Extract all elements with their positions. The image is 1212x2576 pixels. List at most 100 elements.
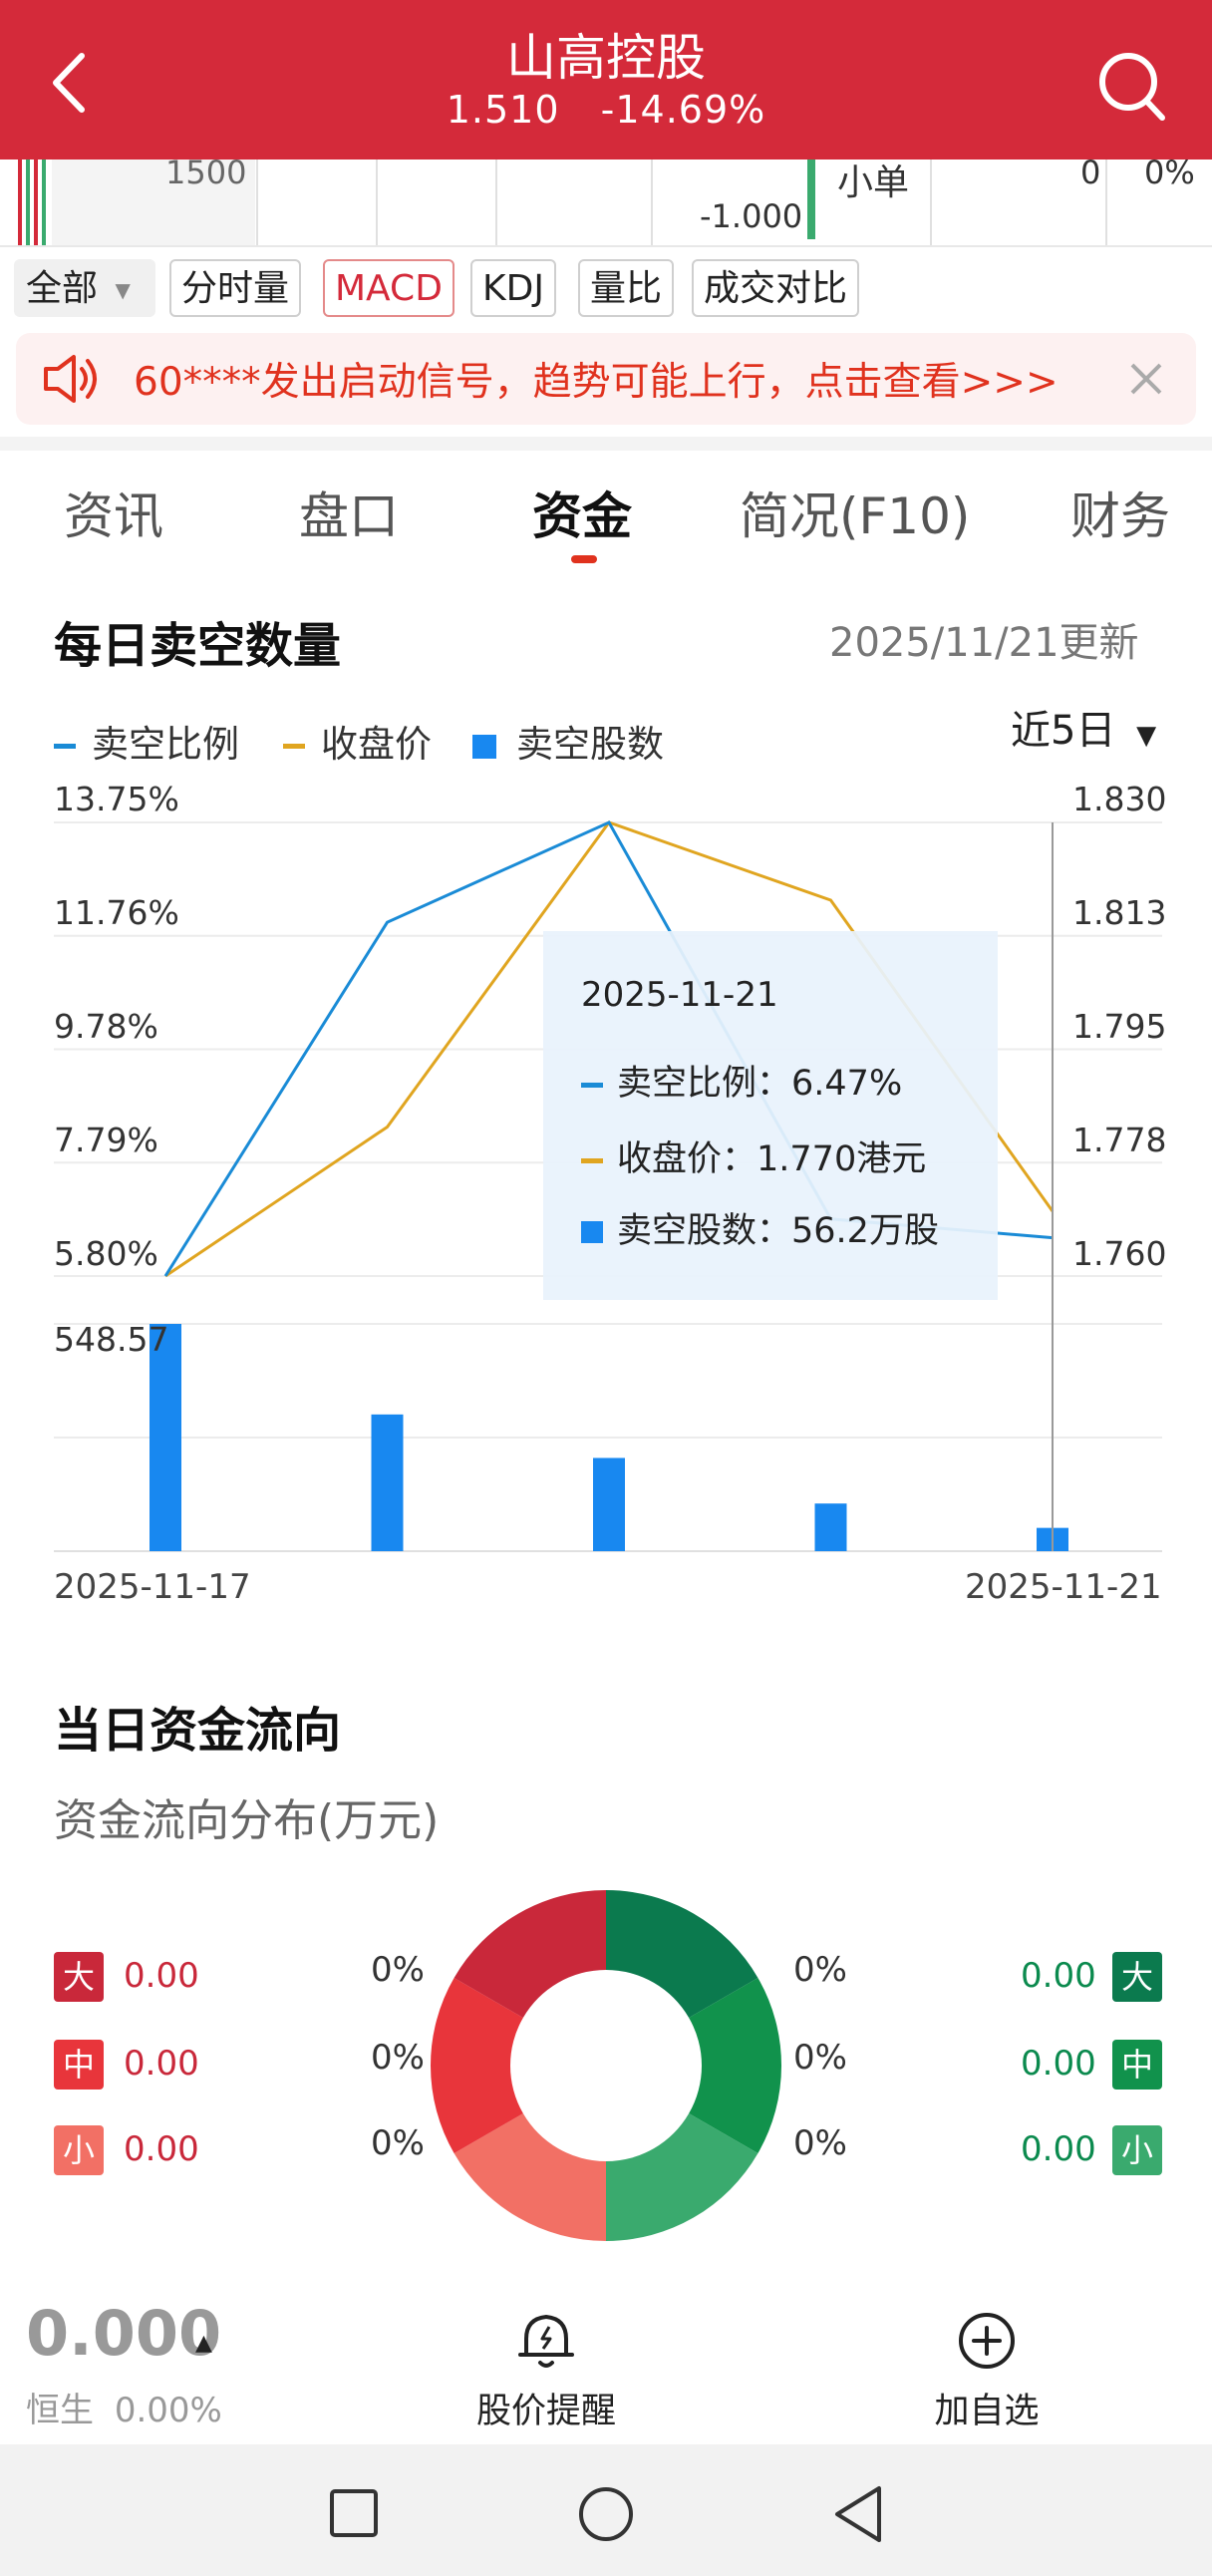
hsi-index-change: 0.00%	[114, 2391, 222, 2430]
tooltip-ratio-value: 6.47%	[791, 1064, 903, 1104]
strip-left-value: 1500	[165, 160, 247, 191]
outflow-large-badge: 大	[1112, 1952, 1162, 2002]
outflow-medium-pct: 0%	[793, 2038, 847, 2078]
donut-inflow-medium	[431, 1978, 523, 2153]
inflow-small-badge: 小	[54, 2125, 104, 2175]
legend-close-label: 收盘价	[321, 723, 432, 766]
outflow-small-badge: 小	[1112, 2125, 1162, 2175]
search-icon[interactable]	[1092, 48, 1168, 124]
inflow-large-badge: 大	[54, 1952, 104, 2002]
donut-outflow-medium	[689, 1978, 781, 2153]
banner-text: 60****发出启动信号，趋势可能上行，点击查看>>>	[134, 360, 1059, 405]
fund-flow-donut	[431, 1890, 781, 2241]
left-axis-tick: 5.80%	[54, 1234, 158, 1273]
left-axis-tick: 11.76%	[54, 893, 179, 932]
add-watchlist-label: 加自选	[934, 2392, 1040, 2431]
donut-outflow-small	[606, 2113, 758, 2241]
legend-shares-swatch	[472, 734, 496, 759]
inflow-medium-badge: 中	[54, 2040, 104, 2090]
left-axis-tick: 7.79%	[54, 1121, 158, 1159]
chip-kdj[interactable]: KDJ	[470, 259, 556, 317]
tooltip-shares-label: 卖空股数：	[617, 1211, 792, 1251]
short-shares-bar	[371, 1414, 404, 1551]
filter-all-label: 全部	[26, 268, 99, 309]
app-header: 山高控股 1.510 -14.69%	[0, 0, 1212, 160]
inflow-small-pct: 0%	[371, 2123, 425, 2163]
right-axis-tick: 1.813	[1072, 893, 1167, 932]
chip-liangbi[interactable]: 量比	[578, 259, 675, 317]
add-watchlist-button[interactable]: 加自选	[917, 2309, 1057, 2438]
stock-name: 山高控股	[506, 29, 706, 87]
chip-fenshiliang[interactable]: 分时量	[169, 259, 302, 317]
tab-news[interactable]: 资讯	[64, 487, 163, 545]
donut-outflow-large	[606, 1890, 758, 2018]
chip-macd[interactable]: MACD	[323, 259, 454, 317]
price-line: 1.510 -14.69%	[0, 88, 1212, 132]
hsi-index-label: 恒生 0.00%	[26, 2383, 222, 2431]
bell-alert-icon	[518, 2315, 574, 2368]
outflow-medium-value: 0.00	[1021, 2044, 1096, 2084]
back-triangle-icon[interactable]	[831, 2484, 885, 2544]
short-shares-bar	[814, 1503, 847, 1551]
recents-square-icon[interactable]	[329, 2488, 379, 2538]
inflow-medium-pct: 0%	[371, 2038, 425, 2078]
inflow-small-value: 0.00	[124, 2129, 199, 2169]
short-section-title: 每日卖空数量	[54, 618, 342, 674]
strip-mid-value: -1.000	[700, 197, 803, 235]
home-circle-icon[interactable]	[578, 2486, 634, 2542]
left-axis-tick: 13.75%	[54, 780, 179, 818]
strip-row-label: 小单	[837, 162, 910, 203]
flow-section-subtitle: 资金流向分布(万元)	[54, 1795, 440, 1846]
tooltip-close-swatch	[581, 1157, 603, 1163]
tooltip-close-row: 收盘价：1.770港元	[581, 1130, 926, 1181]
dropdown-triangle-icon: ▼	[115, 278, 131, 302]
short-selling-chart[interactable]	[0, 0, 1212, 1635]
signal-banner[interactable]: 60****发出启动信号，趋势可能上行，点击查看>>>	[16, 333, 1196, 425]
price-change: -14.69%	[600, 88, 766, 132]
donut-inflow-small	[454, 2113, 606, 2241]
tab-f10[interactable]: 简况(F10)	[740, 487, 971, 545]
tooltip-close-label: 收盘价：	[617, 1139, 758, 1179]
hsi-index-value: 0.000	[26, 2297, 222, 2370]
filter-all-dropdown[interactable]: 全部 ▼	[14, 259, 155, 317]
legend-close: 收盘价	[283, 714, 432, 768]
tab-finance[interactable]: 财务	[1070, 487, 1170, 545]
tab-pankou[interactable]: 盘口	[299, 487, 399, 545]
strip-row-value: 0	[1080, 160, 1101, 191]
add-circle-icon	[959, 2313, 1015, 2369]
tab-funds[interactable]: 资金	[532, 487, 632, 545]
hsi-index-name: 恒生	[26, 2391, 94, 2430]
current-price: 1.510	[446, 88, 560, 132]
tooltip-ratio-label: 卖空比例：	[617, 1064, 792, 1104]
chip-chengjiao-duibi[interactable]: 成交对比	[692, 259, 860, 317]
inflow-medium-value: 0.00	[124, 2044, 199, 2084]
active-tab-indicator	[571, 555, 597, 563]
donut-inflow-large	[454, 1890, 606, 2018]
right-axis-tick: 1.778	[1072, 1121, 1167, 1159]
bar-axis-tick: 548.57	[54, 1320, 169, 1359]
legend-shares-label: 卖空股数	[516, 723, 664, 766]
short-shares-bar	[150, 1324, 181, 1551]
right-axis-tick: 1.830	[1072, 780, 1167, 818]
right-axis-tick: 1.760	[1072, 1234, 1167, 1273]
donut-segments	[431, 1890, 781, 2241]
tooltip-close-value: 1.770港元	[757, 1139, 927, 1179]
legend-ratio-swatch	[54, 744, 76, 749]
speaker-icon	[44, 355, 97, 403]
close-icon[interactable]	[1128, 361, 1164, 397]
range-dropdown[interactable]: 近5日 ▼	[1011, 698, 1156, 756]
outflow-large-value: 0.00	[1021, 1956, 1096, 1996]
inflow-large-pct: 0%	[371, 1950, 425, 1990]
outflow-small-pct: 0%	[793, 2123, 847, 2163]
left-axis-tick: 9.78%	[54, 1007, 158, 1046]
outflow-medium-badge: 中	[1112, 2040, 1162, 2090]
back-arrow-icon[interactable]	[44, 48, 104, 118]
section-divider	[0, 437, 1212, 451]
legend-ratio-label: 卖空比例	[92, 723, 239, 766]
range-dropdown-caret-icon: ▼	[1136, 721, 1157, 751]
tooltip-shares-row: 卖空股数：56.2万股	[581, 1202, 939, 1253]
outflow-small-value: 0.00	[1021, 2129, 1096, 2169]
legend-ratio: 卖空比例	[54, 714, 239, 768]
price-alert-button[interactable]: 股价提醒	[468, 2309, 624, 2438]
legend-close-swatch	[283, 744, 305, 749]
